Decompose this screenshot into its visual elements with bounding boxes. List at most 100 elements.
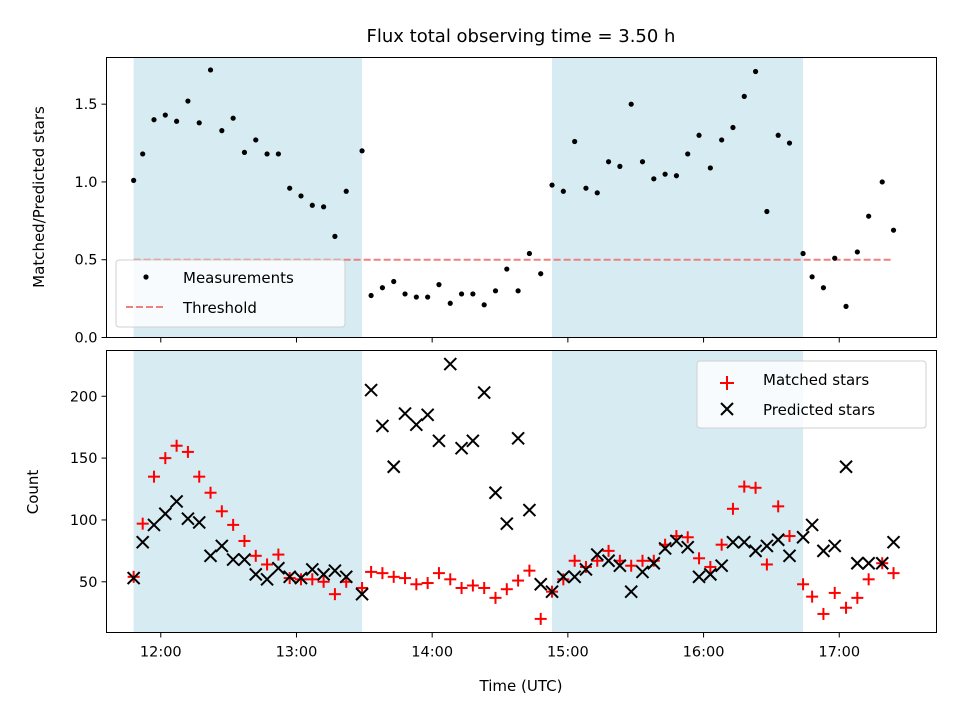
- measurement-point: [219, 128, 225, 134]
- predicted-star-point: [805, 518, 819, 532]
- matched-star-point: [159, 452, 172, 465]
- count-plot-frame: [106, 350, 937, 633]
- predicted-star-point: [579, 562, 593, 577]
- predicted-star-point: [590, 547, 604, 562]
- predicted-star-point: [635, 565, 650, 579]
- matched-star-point: [204, 486, 217, 499]
- measurement-point: [809, 274, 815, 280]
- predicted-star-point: [398, 406, 412, 421]
- y-tick-label: 100: [70, 513, 98, 529]
- predicted-star-point: [839, 460, 853, 474]
- matched-star-point: [147, 470, 160, 483]
- measurement-point: [685, 151, 691, 157]
- predicted-star-point: [282, 570, 297, 584]
- measurement-point: [196, 120, 202, 126]
- predicted-star-point: [466, 434, 480, 448]
- measurement-point: [391, 278, 397, 285]
- matched-star-point: [317, 575, 330, 588]
- matched-star-point: [568, 554, 581, 567]
- predicted-star-point: [477, 385, 491, 400]
- matched-star-point: [261, 558, 274, 571]
- predicted-star-point: [147, 518, 161, 532]
- measurement-point: [481, 302, 487, 308]
- x-axis-label: Time (UTC): [479, 677, 563, 695]
- predicted-star-point: [545, 584, 559, 599]
- predicted-star-point: [828, 539, 842, 553]
- matched-star-point: [455, 581, 468, 594]
- matched-star-point: [365, 565, 378, 578]
- y-tick-label: 50: [79, 575, 97, 591]
- measurement-point: [379, 285, 386, 291]
- measurement-point: [662, 171, 668, 177]
- predicted-star-point: [294, 571, 308, 585]
- ratio-x-ticks: [160, 337, 840, 343]
- predicted-star-point: [714, 559, 729, 573]
- matched-star-point: [444, 573, 457, 586]
- predicted-star-point: [703, 567, 718, 582]
- count-panel: 50 100 150 200 12:00 13:00 14:00 15:00 16:00 17:…: [24, 350, 937, 695]
- shaded-interval: [133, 350, 363, 633]
- matched-star-point: [636, 554, 649, 567]
- x-tick-label: 12:00: [140, 645, 182, 661]
- measurement-point: [594, 190, 600, 196]
- predicted-star-point: [226, 552, 240, 567]
- predicted-star-point: [748, 544, 763, 558]
- predicted-star-point: [886, 535, 901, 549]
- measurement-point: [549, 182, 555, 188]
- predicted-star-point: [192, 515, 206, 530]
- predicted-star-point: [658, 541, 672, 556]
- predicted-star-point: [375, 419, 390, 433]
- predicted-star-point: [726, 535, 740, 549]
- matched-star-point: [715, 538, 728, 551]
- predicted-star-point: [203, 549, 218, 563]
- measurement-point: [332, 233, 338, 239]
- count-y-ticks: 50 100 150 200: [70, 389, 107, 591]
- matched-star-point: [557, 573, 570, 586]
- matched-star-point: [797, 578, 810, 591]
- ratio-legend: Measurements Threshold: [115, 259, 346, 328]
- predicted-legend-marker: [720, 402, 734, 416]
- measurement-point: [402, 291, 408, 297]
- matched-star-point: [249, 549, 262, 562]
- matched-star-point: [376, 567, 389, 580]
- predicted-star-point: [861, 556, 876, 570]
- matched-star-point: [410, 578, 423, 591]
- measurement-point: [617, 163, 623, 169]
- matched-star-point: [817, 607, 830, 620]
- shaded-interval: [552, 57, 804, 338]
- matched-star-point: [512, 574, 525, 587]
- matched-star-point: [193, 470, 206, 483]
- predicted-star-point: [771, 533, 785, 547]
- matched-star-point: [238, 534, 251, 547]
- predicted-star-point: [681, 540, 695, 554]
- threshold-legend-label: Threshold: [182, 299, 257, 317]
- predicted-star-point: [850, 556, 865, 570]
- measurement-point: [287, 185, 293, 191]
- predicted-star-point: [215, 539, 229, 553]
- measurement-point: [854, 249, 860, 255]
- predicted-star-point: [796, 530, 810, 544]
- measurement-point: [343, 188, 349, 194]
- predicted-star-point: [500, 516, 514, 531]
- measurement-point: [447, 300, 453, 306]
- count-x-ticks: 12:00 13:00 14:00 15:00 16:00 17:00: [140, 632, 860, 661]
- predicted-star-point: [181, 512, 195, 526]
- predicted-star-point: [271, 561, 286, 575]
- measurement-point: [425, 294, 431, 300]
- measurement-point: [185, 98, 191, 104]
- matched-star-point: [887, 567, 900, 580]
- matched-star-point: [356, 581, 369, 594]
- ratio-panel: 0.0 0.5 1.0 1.5 Matched/Predicted stars Mea…: [30, 57, 937, 347]
- predicted-star-point: [364, 383, 378, 397]
- count-legend: Matched stars Predicted stars: [696, 360, 927, 429]
- predicted-star-point: [511, 431, 525, 446]
- measurement-point: [820, 285, 827, 291]
- predicted-stars-series: [126, 357, 901, 601]
- measurement-point: [764, 208, 770, 215]
- measurement-point: [572, 138, 578, 145]
- measurement-point: [470, 291, 476, 297]
- measurement-point: [800, 250, 806, 257]
- matched-star-point: [399, 572, 412, 585]
- matched-star-point: [591, 554, 604, 567]
- predicted-star-point: [316, 567, 331, 582]
